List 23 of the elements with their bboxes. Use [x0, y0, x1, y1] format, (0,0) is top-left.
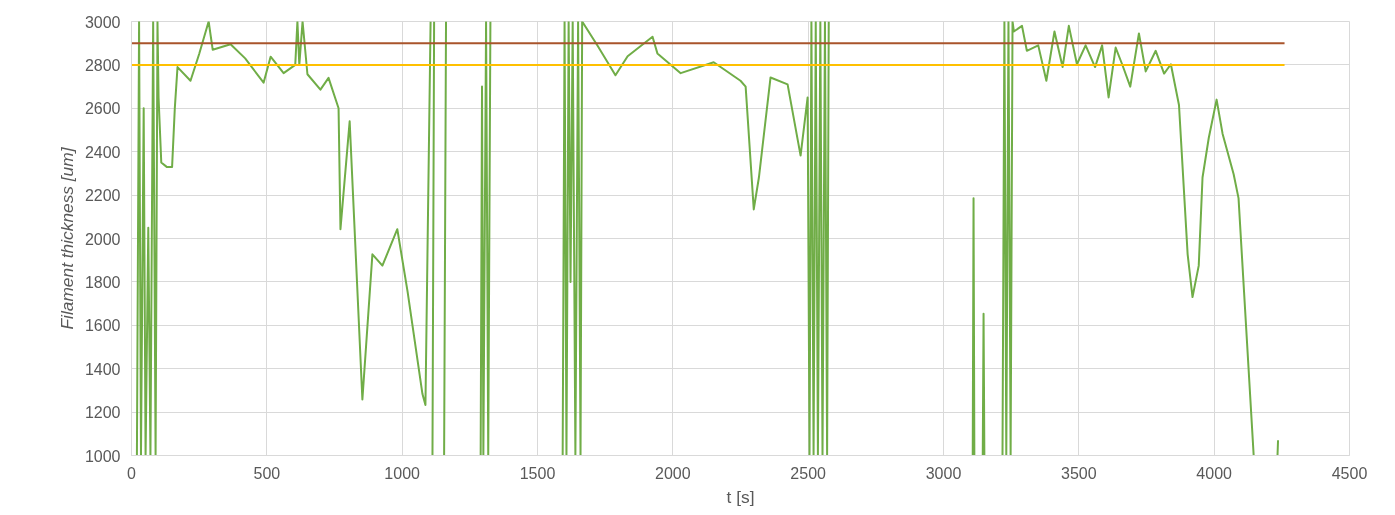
x-tick-label: 4000 — [1196, 464, 1233, 482]
x-tick-label: 2000 — [655, 464, 691, 482]
y-tick-label: 2400 — [84, 143, 121, 161]
y-tick-label: 1800 — [84, 273, 121, 291]
x-tick-label: 500 — [253, 464, 281, 482]
y-tick-label: 1400 — [84, 360, 121, 378]
y-tick-label: 2600 — [84, 100, 121, 118]
y-tick-label: 3000 — [84, 13, 121, 31]
y-tick-label: 2200 — [84, 187, 121, 205]
y-tick-label: 1000 — [84, 447, 121, 465]
x-tick-label: 3500 — [1061, 464, 1097, 482]
y-tick-label: 1200 — [84, 404, 121, 422]
x-axis-title: t [s] — [726, 486, 755, 507]
y-tick-label: 1600 — [84, 317, 121, 335]
y-tick-label: 2000 — [84, 230, 121, 248]
x-tick-label: 4500 — [1331, 464, 1368, 482]
x-tick-label: 0 — [127, 464, 137, 482]
y-tick-label: 2800 — [84, 56, 121, 74]
x-tick-label: 1000 — [384, 464, 421, 482]
x-tick-label: 2500 — [790, 464, 827, 482]
y-axis-title: Filament thickness [um] — [56, 146, 77, 330]
x-tick-label: 1500 — [519, 464, 556, 482]
x-tick-label: 3000 — [925, 464, 962, 482]
